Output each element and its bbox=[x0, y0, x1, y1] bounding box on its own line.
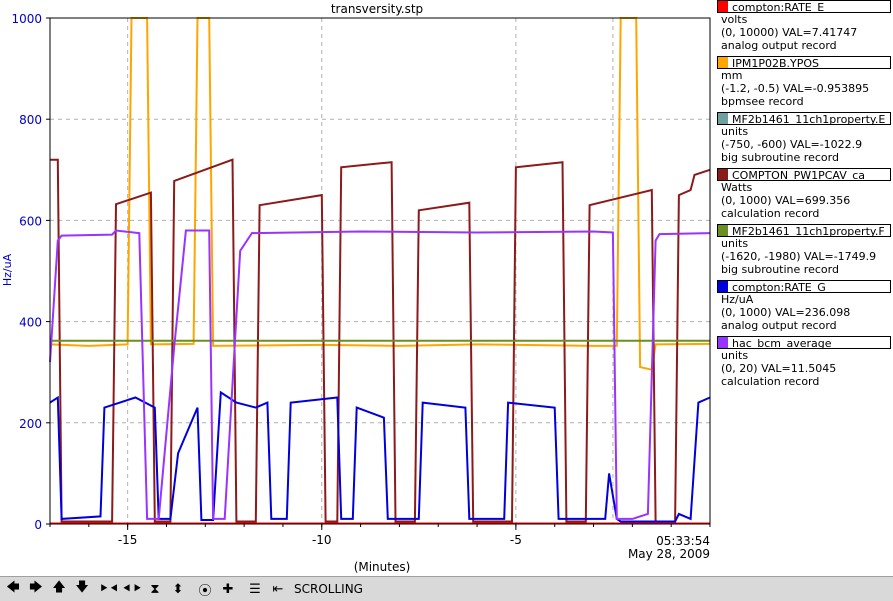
zoom-out-x-icon: ⯇⯈ bbox=[121, 581, 143, 597]
date-label: May 28, 2009 bbox=[628, 547, 710, 561]
strip-chart: transversity.stp Hz/uA (Minutes) 05:33:5… bbox=[1, 2, 711, 574]
legend-color-swatch bbox=[718, 1, 728, 12]
legend-item[interactable]: MF2b1461_11ch1property.F units (-1620, -19… bbox=[717, 224, 893, 280]
legend: compton:RATE_E volts (0, 10000) VAL=7.4174… bbox=[717, 0, 893, 392]
legend-record: calculation record bbox=[721, 207, 820, 220]
legend-record: analog output record bbox=[721, 319, 837, 332]
legend-range: (0, 10000) VAL=7.41747 bbox=[721, 26, 858, 39]
legend-item[interactable]: COMPTON_PW1PCAV_ca Watts (0, 1000) VAL=699… bbox=[717, 168, 893, 224]
x-tick-label: -5 bbox=[510, 533, 522, 547]
legend-unit: volts bbox=[721, 13, 748, 26]
x-axis-label: (Minutes) bbox=[354, 560, 411, 574]
legend-color-swatch bbox=[718, 169, 728, 180]
stagger-button[interactable]: ☰ bbox=[245, 579, 265, 599]
legend-name-box[interactable]: MF2b1461_11ch1property.E bbox=[717, 112, 891, 125]
zoom-in-y-button[interactable]: ⧗ bbox=[145, 579, 165, 599]
stagger-icon: ☰ bbox=[249, 581, 261, 597]
series-line-compton-rate-g bbox=[49, 390, 711, 523]
y-axis-label: Hz/uA bbox=[1, 253, 14, 286]
legend-name-box[interactable]: MF2b1461_11ch1property.F bbox=[717, 224, 891, 237]
legend-range: (0, 1000) VAL=236.098 bbox=[721, 306, 851, 319]
pan-up-icon: 🡅 bbox=[52, 580, 66, 595]
pan-down-icon: 🡇 bbox=[75, 580, 89, 595]
legend-item[interactable]: MF2b1461_11ch1property.E units (-750, -600… bbox=[717, 112, 893, 168]
x-tick-label: -10 bbox=[312, 533, 332, 547]
chart-title: transversity.stp bbox=[331, 2, 423, 16]
legend-record: bpmsee record bbox=[721, 95, 804, 108]
legend-unit: mm bbox=[721, 69, 743, 82]
time-label: 05:33:54 bbox=[656, 534, 710, 548]
legend-color-swatch bbox=[718, 337, 728, 348]
y-tick-label: 800 bbox=[19, 113, 42, 127]
y-tick-label: 400 bbox=[19, 316, 42, 330]
toggle-scroll-icon: ⇤ bbox=[272, 581, 284, 597]
y-tick-label: 200 bbox=[19, 417, 42, 431]
auto-scale-icon: ⦿ bbox=[198, 583, 212, 599]
scroll-status: SCROLLING bbox=[294, 582, 363, 596]
legend-item[interactable]: compton:RATE_E volts (0, 10000) VAL=7.4174… bbox=[717, 0, 893, 56]
legend-unit: Watts bbox=[721, 181, 753, 194]
zoom-out-y-button[interactable]: ⬍ bbox=[168, 579, 188, 599]
legend-item[interactable]: hac_bcm_average units (0, 20) VAL=11.5045 c… bbox=[717, 336, 893, 392]
legend-range: (0, 1000) VAL=699.356 bbox=[721, 194, 851, 207]
zoom-out-x-button[interactable]: ⯇⯈ bbox=[121, 579, 143, 599]
y-tick-label: 0 bbox=[34, 518, 42, 532]
zoom-in-y-icon: ⧗ bbox=[150, 581, 160, 597]
pan-up-button[interactable]: 🡅 bbox=[49, 579, 69, 599]
legend-color-swatch bbox=[718, 113, 728, 124]
legend-item[interactable]: IPM1P02B.YPOS mm (-1.2, -0.5) VAL=-0.95389… bbox=[717, 56, 893, 112]
y-tick-label: 600 bbox=[19, 214, 42, 228]
legend-range: (-1.2, -0.5) VAL=-0.953895 bbox=[721, 82, 870, 95]
legend-name-box[interactable]: IPM1P02B.YPOS bbox=[717, 56, 891, 69]
legend-range: (-750, -600) VAL=-1022.9 bbox=[721, 138, 863, 151]
toggle-scroll-button[interactable]: ⇤ bbox=[268, 579, 288, 599]
pan-right-icon: 🡆 bbox=[29, 580, 43, 595]
legend-name: hac_bcm_average bbox=[732, 337, 832, 349]
series-line-compton-pw1pcav-ca bbox=[50, 158, 711, 523]
legend-name: MF2b1461_11ch1property.F bbox=[732, 225, 885, 237]
legend-name: compton:RATE_G bbox=[732, 281, 826, 293]
legend-name-box[interactable]: compton:RATE_E bbox=[717, 0, 891, 13]
legend-name: compton:RATE_E bbox=[732, 1, 825, 13]
legend-range: (-1620, -1980) VAL=-1749.9 bbox=[721, 250, 877, 263]
zoom-in-x-button[interactable]: ⯈⯇ bbox=[98, 579, 120, 599]
legend-record: calculation record bbox=[721, 375, 820, 388]
legend-record: big subroutine record bbox=[721, 263, 839, 276]
legend-unit: units bbox=[721, 125, 749, 138]
legend-record: big subroutine record bbox=[721, 151, 839, 164]
legend-name: COMPTON_PW1PCAV_ca bbox=[732, 169, 866, 181]
auto-scale-button[interactable]: ⦿ bbox=[195, 579, 215, 599]
legend-unit: units bbox=[721, 349, 749, 362]
pan-left-icon: 🡄 bbox=[6, 580, 20, 595]
zoom-in-x-icon: ⯈⯇ bbox=[98, 581, 120, 597]
y-tick-label: 1000 bbox=[11, 12, 42, 26]
toolbar: 🡄 🡆 🡅 🡇 ⯈⯇ ⯇⯈ ⧗ ⬍ ⦿ ✚ ☰ ⇤ SCROLLING bbox=[0, 576, 893, 601]
legend-unit: Hz/uA bbox=[721, 293, 754, 306]
legend-record: analog output record bbox=[721, 39, 837, 52]
legend-name: IPM1P02B.YPOS bbox=[732, 57, 820, 69]
legend-color-swatch bbox=[718, 225, 728, 236]
legend-name-box[interactable]: COMPTON_PW1PCAV_ca bbox=[717, 168, 891, 181]
legend-color-swatch bbox=[718, 57, 728, 68]
legend-unit: units bbox=[721, 237, 749, 250]
reset-icon: ✚ bbox=[222, 581, 234, 597]
x-tick-label: -15 bbox=[118, 533, 138, 547]
legend-range: (0, 20) VAL=11.5045 bbox=[721, 362, 837, 375]
pan-right-button[interactable]: 🡆 bbox=[26, 579, 46, 599]
legend-item[interactable]: compton:RATE_G Hz/uA (0, 1000) VAL=236.098… bbox=[717, 280, 893, 336]
plot-frame bbox=[49, 17, 711, 525]
reset-button[interactable]: ✚ bbox=[218, 579, 238, 599]
series-line-hac-bcm-average bbox=[49, 229, 711, 520]
legend-color-swatch bbox=[718, 281, 728, 292]
pan-left-button[interactable]: 🡄 bbox=[3, 579, 23, 599]
pan-down-button[interactable]: 🡇 bbox=[72, 579, 92, 599]
legend-name-box[interactable]: hac_bcm_average bbox=[717, 336, 891, 349]
zoom-out-y-icon: ⬍ bbox=[172, 581, 184, 597]
legend-name-box[interactable]: compton:RATE_G bbox=[717, 280, 891, 293]
legend-name: MF2b1461_11ch1property.E bbox=[732, 113, 886, 125]
